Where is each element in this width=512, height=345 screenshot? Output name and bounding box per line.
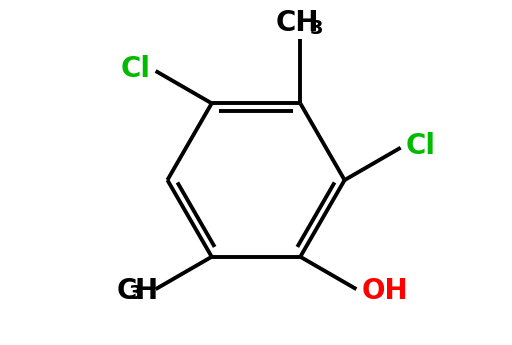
- Text: 3: 3: [129, 284, 142, 303]
- Text: Cl: Cl: [120, 55, 151, 83]
- Text: 3: 3: [310, 19, 324, 38]
- Text: H: H: [134, 277, 157, 305]
- Text: Cl: Cl: [406, 132, 436, 160]
- Text: CH: CH: [275, 9, 318, 37]
- Text: C: C: [117, 277, 137, 305]
- Text: OH: OH: [361, 277, 408, 305]
